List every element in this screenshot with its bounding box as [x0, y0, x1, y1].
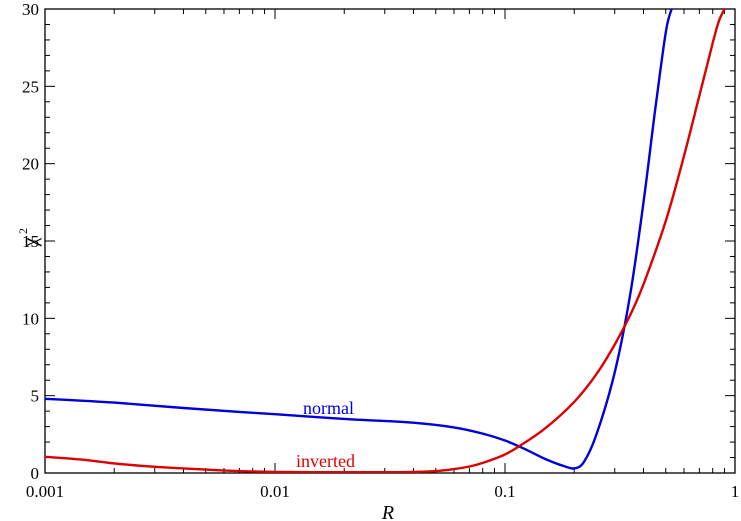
- x-tick-label: 1: [731, 482, 740, 501]
- y-axis-title-superscript: 2: [16, 228, 30, 234]
- y-tick-label: 30: [22, 0, 39, 19]
- x-tick-label: 0.001: [26, 482, 64, 501]
- y-tick-label: 20: [22, 155, 39, 174]
- plot-frame: [44, 8, 736, 474]
- series-group: [45, 9, 726, 473]
- x-tick-label: 0.01: [260, 482, 290, 501]
- series-label-normal: normal: [303, 398, 354, 418]
- y-tick-label: 10: [22, 309, 39, 328]
- ticks: [44, 8, 736, 474]
- series-label-inverted: inverted: [296, 451, 355, 471]
- y-axis-title: χ: [20, 237, 42, 247]
- y-tick-label: 15: [22, 232, 39, 251]
- y-tick-label: 5: [31, 387, 40, 406]
- series-line-inverted: [45, 9, 726, 473]
- series-line-normal: [45, 9, 673, 470]
- x-tick-label: 0.1: [494, 482, 515, 501]
- y-tick-label: 0: [31, 464, 40, 483]
- x-axis-title: R: [381, 502, 394, 521]
- series-labels: normal inverted: [296, 398, 355, 471]
- y-axis-title-group: χ 2: [16, 228, 42, 247]
- y-tick-label: 25: [22, 77, 39, 96]
